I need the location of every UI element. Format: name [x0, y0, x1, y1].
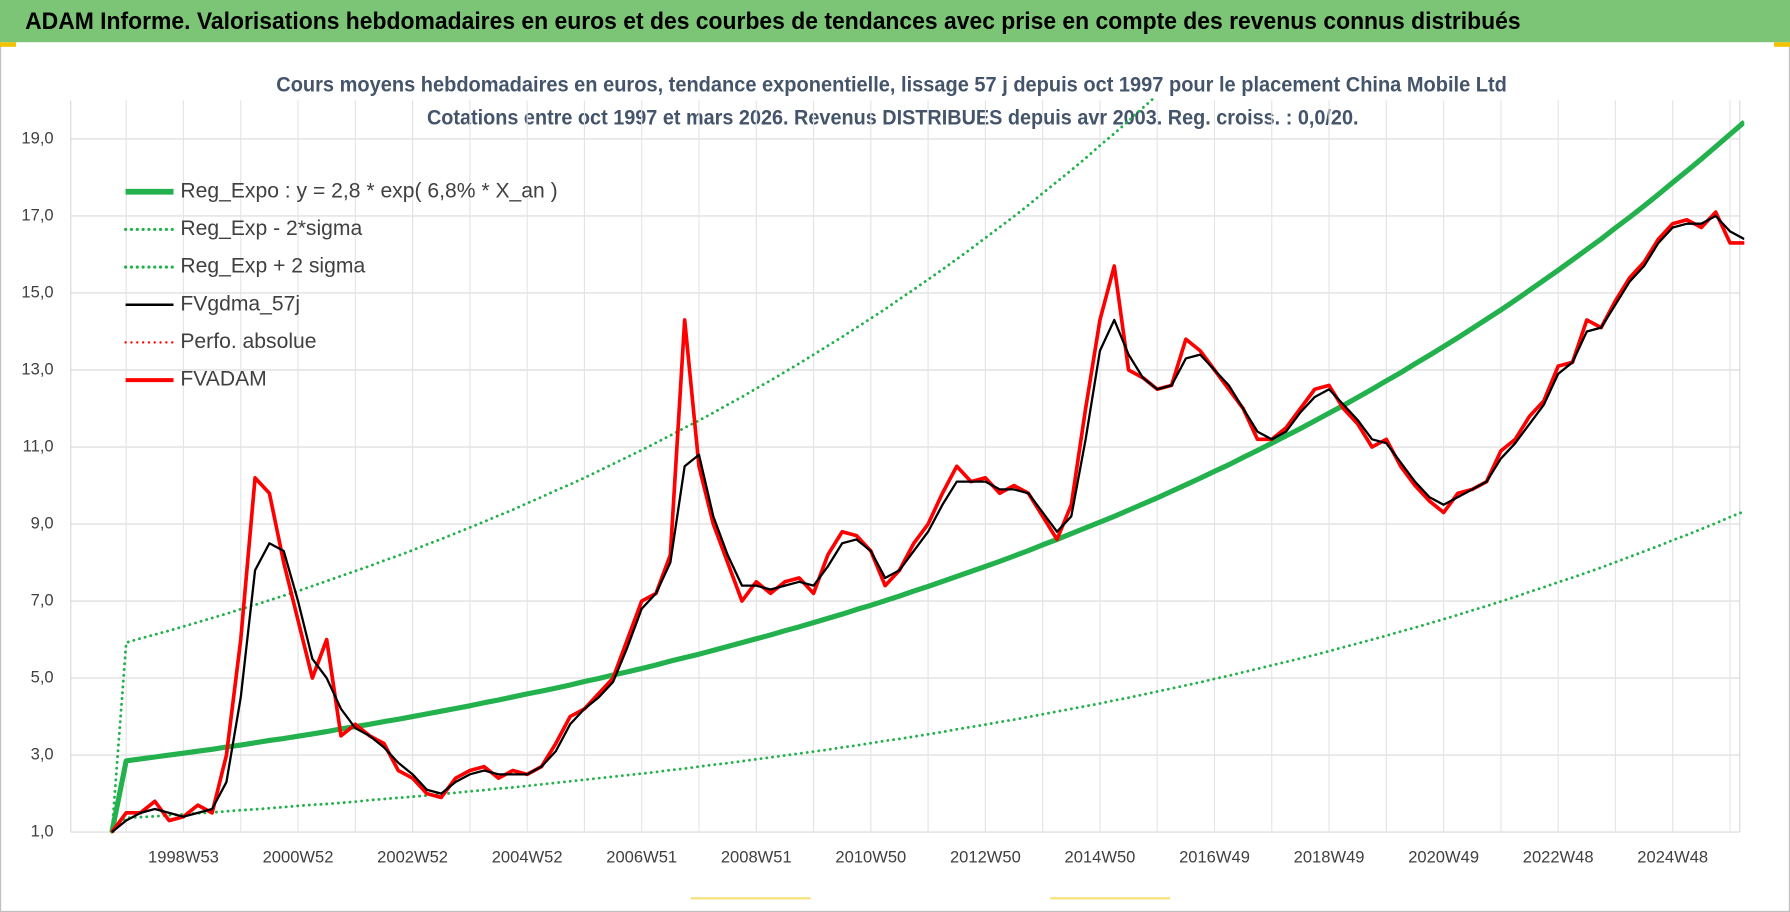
header-bar [0, 0, 1790, 43]
x-tick-label: 2004W52 [492, 848, 563, 867]
y-tick-label: 9,0 [31, 513, 54, 532]
y-tick-label: 5,0 [31, 667, 54, 686]
series-line [109, 120, 1745, 833]
x-tick-label: 2006W51 [606, 848, 677, 867]
y-tick-label: 11,0 [23, 436, 54, 455]
x-tick-label: 1998W53 [148, 848, 219, 867]
legend-label: Reg_Exp + 2 sigma [180, 255, 365, 278]
legend-label: Perfo. absolue [180, 330, 316, 353]
x-tick-label: 2016W49 [1179, 848, 1250, 867]
x-tick-label: 2010W50 [835, 848, 906, 867]
x-tick-label: 2024W48 [1637, 848, 1708, 867]
x-tick-label: 2008W51 [721, 848, 792, 867]
series-line [111, 214, 1745, 833]
legend-label: FVgdma_57j [180, 292, 300, 315]
legend-label: Reg_Expo : y = 2,8 * exp( 6,8% * X_an ) [180, 179, 557, 202]
x-tick-label: 2020W49 [1408, 848, 1479, 867]
chart-subtitle: Cotations entre oct 1997 et mars 2026. R… [427, 104, 1359, 129]
x-tick-label: 2012W50 [950, 848, 1021, 867]
y-tick-label: 15,0 [21, 282, 53, 301]
series-line [110, 509, 1745, 834]
y-tick-label: 19,0 [21, 128, 53, 147]
corner-mark [0, 42, 16, 47]
x-tick-label: 2022W48 [1523, 848, 1594, 867]
y-tick-label: 7,0 [31, 590, 54, 609]
y-tick-label: 17,0 [21, 205, 53, 224]
legend: Reg_Expo : y = 2,8 * exp( 6,8% * X_an ) R… [124, 179, 558, 391]
legend-label: Reg_Exp - 2*sigma [180, 217, 362, 240]
header-title: ADAM Informe. Valorisations hebdomadaire… [25, 8, 1520, 35]
x-tick-label: 2002W52 [377, 848, 448, 867]
plot [109, 98, 1745, 834]
y-tick-label: 1,0 [31, 821, 54, 840]
series-line [110, 98, 1156, 834]
bottom-mark [1050, 897, 1171, 900]
legend-label: FVADAM [180, 368, 266, 391]
corner-mark [1774, 42, 1790, 47]
y-tick-label: 3,0 [31, 744, 54, 763]
x-tick-label: 2018W49 [1294, 848, 1365, 867]
bottom-mark [690, 897, 811, 900]
chart-title: Cours moyens hebdomadaires en euros, ten… [276, 71, 1507, 96]
x-tick-label: 2014W50 [1065, 848, 1136, 867]
y-tick-label: 13,0 [21, 359, 53, 378]
x-tick-label: 2000W52 [263, 848, 334, 867]
grid: 1,0 3,0 5,0 7,0 9,0 11,0 13,0 15,0 17,0 19,0 1998W… [21, 100, 1741, 867]
